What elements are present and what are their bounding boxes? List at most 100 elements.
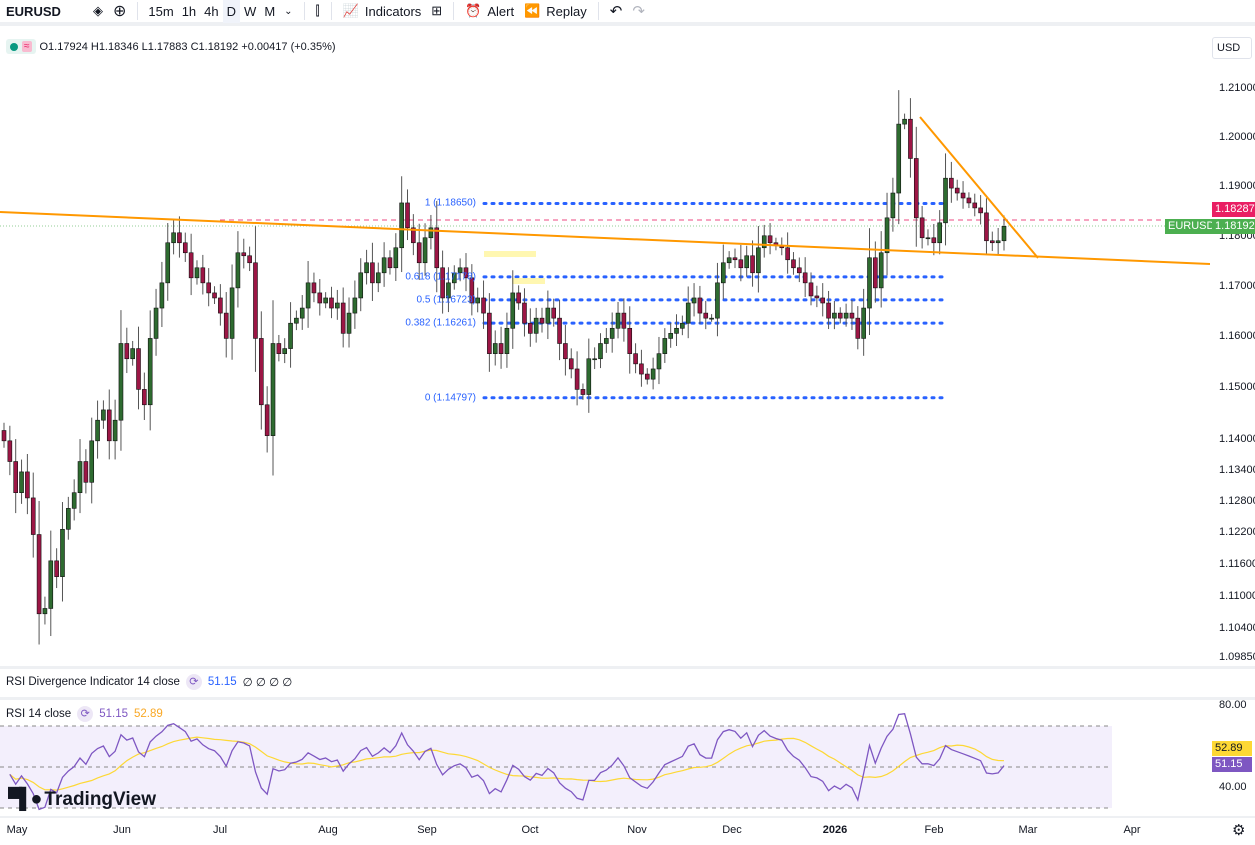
candle[interactable] — [814, 285, 820, 308]
candle[interactable] — [305, 261, 311, 328]
candle[interactable] — [25, 454, 30, 515]
candle[interactable] — [744, 245, 749, 277]
candle[interactable] — [797, 257, 802, 283]
candle[interactable] — [89, 417, 95, 504]
settings-gear-icon[interactable]: ⚙ — [1232, 822, 1246, 839]
candle[interactable] — [112, 399, 118, 460]
candle[interactable] — [896, 90, 902, 225]
undo-icon[interactable]: ↶ — [609, 3, 623, 20]
candle[interactable] — [966, 192, 972, 209]
candle[interactable] — [680, 315, 685, 336]
candle[interactable] — [878, 231, 884, 308]
candle[interactable] — [832, 300, 837, 330]
candle[interactable] — [703, 300, 709, 330]
candle[interactable] — [36, 500, 42, 645]
candle[interactable] — [492, 330, 498, 366]
candle[interactable] — [954, 179, 960, 201]
timeframe-4h[interactable]: 4h — [204, 3, 219, 19]
timeframe-d[interactable]: D — [222, 0, 241, 23]
candle[interactable] — [101, 400, 106, 429]
candle[interactable] — [615, 301, 621, 339]
candle[interactable] — [7, 425, 13, 476]
indicators-button[interactable]: 📈 Indicators — [338, 0, 427, 23]
alert-button[interactable]: ⏰ Alert — [460, 0, 519, 23]
candle[interactable] — [533, 307, 539, 343]
price-chart[interactable] — [0, 0, 1210, 845]
timeframe-1h[interactable]: 1h — [181, 3, 197, 19]
candle[interactable] — [212, 286, 217, 304]
candle[interactable] — [557, 299, 562, 361]
candle[interactable] — [299, 295, 305, 330]
candle[interactable] — [200, 254, 206, 295]
candle[interactable] — [1001, 215, 1007, 251]
candle[interactable] — [42, 596, 48, 625]
candle[interactable] — [364, 249, 369, 285]
candle[interactable] — [849, 300, 855, 330]
trendline-support[interactable] — [0, 211, 1210, 265]
candle[interactable] — [551, 298, 557, 327]
pane-divider[interactable] — [0, 697, 1255, 700]
candle[interactable] — [732, 248, 738, 269]
candle[interactable] — [124, 327, 130, 374]
candle[interactable] — [837, 307, 843, 324]
candle[interactable] — [30, 472, 36, 558]
legend-status[interactable]: ≈ — [6, 39, 36, 54]
candle[interactable] — [235, 231, 241, 308]
candle[interactable] — [884, 192, 890, 276]
candle[interactable] — [147, 310, 153, 431]
candle[interactable] — [855, 306, 861, 350]
candle[interactable] — [428, 214, 434, 250]
candle[interactable] — [861, 288, 866, 356]
candle[interactable] — [498, 326, 504, 369]
candle[interactable] — [528, 308, 533, 347]
candle[interactable] — [715, 262, 720, 337]
candle[interactable] — [598, 333, 603, 369]
candle[interactable] — [247, 246, 252, 272]
candle[interactable] — [913, 126, 919, 247]
candle[interactable] — [808, 272, 814, 306]
candle[interactable] — [738, 244, 744, 282]
candle[interactable] — [405, 189, 410, 241]
candle[interactable] — [77, 439, 83, 514]
candle[interactable] — [604, 328, 609, 353]
replay-button[interactable]: ⏪ Replay — [519, 0, 592, 23]
redo-icon[interactable]: ↷ — [632, 3, 645, 20]
candle[interactable] — [563, 324, 568, 376]
candle[interactable] — [487, 293, 492, 372]
candle[interactable] — [370, 242, 375, 301]
candle[interactable] — [294, 310, 299, 331]
candle[interactable] — [539, 307, 545, 333]
candle[interactable] — [153, 288, 159, 356]
candle[interactable] — [931, 223, 937, 256]
candle[interactable] — [218, 284, 223, 326]
candle[interactable] — [522, 288, 527, 337]
chevron-down-icon[interactable]: ⌄ — [284, 5, 293, 17]
candle[interactable] — [650, 357, 656, 390]
candle[interactable] — [720, 244, 726, 300]
candle[interactable] — [890, 177, 896, 232]
candle[interactable] — [288, 302, 293, 368]
candle[interactable] — [206, 268, 211, 307]
candle[interactable] — [937, 210, 942, 255]
candle[interactable] — [19, 459, 24, 504]
candle[interactable] — [656, 336, 662, 385]
candle[interactable] — [276, 334, 282, 362]
tradingview-logo[interactable]: ▀▌● TradingView — [8, 788, 156, 811]
candle[interactable] — [504, 312, 510, 368]
watchlist-diamond-icon[interactable]: ◈ — [93, 3, 103, 18]
candle[interactable] — [756, 226, 761, 293]
candle[interactable] — [949, 161, 954, 203]
pane-divider[interactable] — [0, 666, 1255, 669]
candle[interactable] — [165, 223, 171, 301]
candle[interactable] — [943, 153, 948, 246]
timeframe-15m[interactable]: 15m — [148, 3, 174, 19]
candle[interactable] — [440, 250, 445, 314]
currency-label[interactable]: USD — [1212, 37, 1252, 59]
candle[interactable] — [282, 338, 288, 364]
rsi-header[interactable]: RSI 14 close ⟳ 51.15 52.89 — [6, 706, 163, 722]
candle[interactable] — [95, 400, 100, 459]
candle[interactable] — [171, 219, 176, 255]
candle[interactable] — [516, 285, 521, 310]
candle[interactable] — [867, 228, 872, 336]
candle[interactable] — [223, 292, 229, 358]
